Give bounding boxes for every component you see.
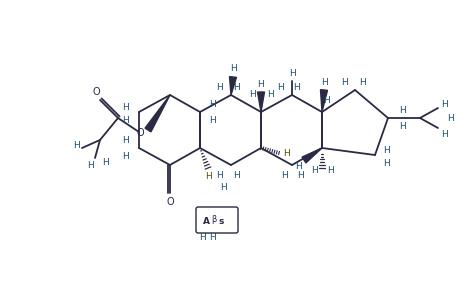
Text: H: H xyxy=(324,95,330,105)
Text: H: H xyxy=(399,105,405,114)
Text: H: H xyxy=(198,233,205,243)
Text: H: H xyxy=(87,160,94,170)
Text: H: H xyxy=(122,151,128,160)
Text: O: O xyxy=(136,128,144,138)
Text: H: H xyxy=(122,135,128,145)
Text: H: H xyxy=(216,170,222,179)
Text: H: H xyxy=(249,89,256,99)
Text: β: β xyxy=(212,214,217,224)
Text: H: H xyxy=(209,116,215,124)
Text: O: O xyxy=(92,87,100,97)
Text: H: H xyxy=(209,99,215,108)
Text: H: H xyxy=(122,116,128,124)
Text: H: H xyxy=(342,78,348,87)
Text: H: H xyxy=(446,114,453,122)
Text: H: H xyxy=(257,80,264,89)
Text: H: H xyxy=(209,233,215,243)
Text: H: H xyxy=(219,183,227,191)
Text: H: H xyxy=(384,158,390,168)
Text: H: H xyxy=(289,68,295,78)
Polygon shape xyxy=(302,148,322,163)
Text: H: H xyxy=(284,149,290,158)
Text: H: H xyxy=(297,170,303,179)
Text: H: H xyxy=(442,130,448,139)
Text: O: O xyxy=(166,197,174,207)
Text: H: H xyxy=(230,64,236,72)
Polygon shape xyxy=(257,92,264,112)
Text: H: H xyxy=(295,162,301,170)
Text: H: H xyxy=(359,78,366,87)
Text: H: H xyxy=(205,172,212,181)
Text: H: H xyxy=(281,170,287,179)
Text: H: H xyxy=(73,141,80,149)
Text: H: H xyxy=(267,89,273,99)
Text: H: H xyxy=(293,82,300,91)
Text: H: H xyxy=(327,166,333,174)
Text: H: H xyxy=(122,103,128,112)
Polygon shape xyxy=(229,77,236,95)
Text: H: H xyxy=(311,166,317,174)
Text: H: H xyxy=(384,145,390,154)
Text: H: H xyxy=(442,99,448,108)
Text: A: A xyxy=(203,216,210,225)
Polygon shape xyxy=(321,90,328,112)
Text: s: s xyxy=(218,216,224,225)
Text: H: H xyxy=(233,170,239,179)
Text: H: H xyxy=(102,158,109,166)
Polygon shape xyxy=(145,95,170,132)
Text: H: H xyxy=(321,78,328,87)
FancyBboxPatch shape xyxy=(196,207,238,233)
Text: H: H xyxy=(277,82,284,91)
Text: H: H xyxy=(399,122,405,131)
Text: H: H xyxy=(216,82,222,91)
Text: H: H xyxy=(233,82,239,91)
